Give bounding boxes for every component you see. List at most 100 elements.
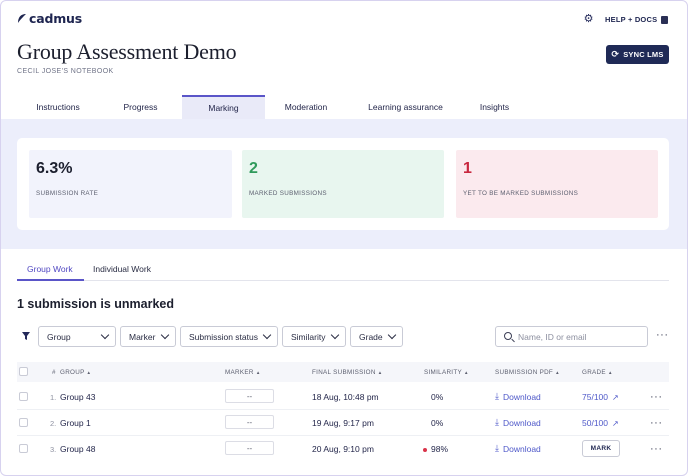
row-number: 1.	[50, 393, 57, 402]
cadmus-logo[interactable]: cadmus	[17, 11, 82, 26]
notebook-subtitle: CECIL JOSE'S NOTEBOOK	[17, 68, 114, 75]
tab-label: Learning assurance	[368, 102, 443, 112]
tab-marking[interactable]: Marking	[182, 95, 265, 119]
row-number: 3.	[50, 445, 57, 454]
download-icon: ⤓	[495, 391, 499, 401]
similarity-value[interactable]: 0%	[431, 392, 444, 402]
tab-moderation[interactable]: Moderation	[265, 95, 347, 119]
download-pdf-link[interactable]: ⤓ Download	[495, 391, 541, 402]
row-more-options-icon[interactable]: ···	[650, 391, 663, 403]
search-input[interactable]: Name, ID or email	[495, 326, 648, 347]
more-options-icon[interactable]: ···	[656, 329, 669, 341]
sort-icon: ▲	[463, 370, 469, 375]
group-filter-dropdown[interactable]: Group	[38, 326, 116, 347]
work-tabs: Group Work Individual Work	[17, 259, 669, 281]
similarity-value[interactable]: 98%	[431, 444, 449, 454]
final-submission-date: 18 Aug, 10:48 pm	[312, 392, 379, 402]
tab-label: Progress	[123, 102, 158, 112]
download-label: Download	[502, 443, 541, 454]
chevron-down-icon	[100, 330, 110, 340]
stat-label: SUBMISSION RATE	[36, 190, 99, 197]
chevron-down-icon	[262, 330, 272, 340]
grade-link[interactable]: 50/100 ↗	[582, 418, 619, 428]
row-checkbox[interactable]	[19, 444, 28, 453]
final-submission-date: 19 Aug, 9:17 pm	[312, 418, 374, 428]
group-name[interactable]: Group 48	[60, 444, 96, 454]
download-label: Download	[502, 417, 541, 428]
tab-instructions[interactable]: Instructions	[17, 95, 99, 119]
dropdown-label: Marker	[129, 331, 156, 342]
download-icon: ⤓	[495, 417, 499, 427]
row-more-options-icon[interactable]: ···	[650, 417, 663, 429]
similarity-warning-dot	[423, 448, 427, 452]
similarity-filter-dropdown[interactable]: Similarity	[282, 326, 346, 347]
chevron-down-icon	[330, 330, 340, 340]
tab-learning-assurance[interactable]: Learning assurance	[347, 95, 464, 119]
stat-value: 2	[249, 160, 258, 177]
stat-label: YET TO BE MARKED SUBMISSIONS	[463, 190, 579, 197]
tab-individual-work[interactable]: Individual Work	[93, 264, 151, 274]
download-pdf-link[interactable]: ⤓ Download	[495, 417, 541, 428]
marker-select[interactable]: --	[225, 415, 274, 429]
table-header	[17, 362, 669, 382]
row-checkbox[interactable]	[19, 418, 28, 427]
logo-text: cadmus	[29, 11, 82, 26]
page-title: Group Assessment Demo	[17, 39, 237, 64]
column-header-marker[interactable]: MARKER ▲	[225, 369, 261, 376]
submission-rate-stat: 6.3% SUBMISSION RATE	[29, 150, 232, 218]
dropdown-label: Group	[47, 331, 71, 342]
cadmus-leaf-icon	[18, 14, 26, 23]
main-tabs: Instructions Progress Marking Moderation…	[17, 95, 525, 119]
book-icon	[661, 15, 669, 24]
external-link-icon: ↗	[612, 418, 619, 428]
sort-icon: ▲	[377, 370, 383, 375]
dropdown-label: Similarity	[291, 331, 326, 342]
stat-value: 6.3%	[36, 160, 73, 177]
column-header-label: GROUP	[60, 369, 85, 376]
row-more-options-icon[interactable]: ···	[650, 443, 663, 455]
tab-group-work[interactable]: Group Work	[27, 264, 73, 274]
filter-icon[interactable]	[22, 332, 30, 340]
tab-progress[interactable]: Progress	[99, 95, 182, 119]
section-title: 1 submission is unmarked	[17, 297, 174, 311]
download-icon: ⤓	[495, 443, 499, 453]
column-header-similarity[interactable]: SIMILARITY ▲	[424, 369, 469, 376]
search-icon	[504, 332, 512, 340]
dropdown-label: Submission status	[189, 331, 258, 342]
sort-icon: ▲	[607, 370, 613, 375]
grade-filter-dropdown[interactable]: Grade	[350, 326, 403, 347]
marker-select[interactable]: --	[225, 441, 274, 455]
marker-filter-dropdown[interactable]: Marker	[120, 326, 176, 347]
group-name[interactable]: Group 1	[60, 418, 91, 428]
select-all-checkbox[interactable]	[19, 367, 28, 376]
gear-icon[interactable]: ⚙	[583, 13, 594, 25]
submission-status-filter-dropdown[interactable]: Submission status	[180, 326, 278, 347]
final-submission-date: 20 Aug, 9:10 pm	[312, 444, 374, 454]
chevron-down-icon	[387, 330, 397, 340]
sync-lms-button[interactable]: ⟳ SYNC LMS	[606, 45, 669, 64]
column-header-final-submission[interactable]: FINAL SUBMISSION ▲	[312, 369, 383, 376]
column-header-group[interactable]: GROUP ▲	[60, 369, 91, 376]
column-header-submission-pdf[interactable]: SUBMISSION PDF ▲	[495, 369, 560, 376]
column-header-number: #	[52, 369, 56, 376]
tab-label: Marking	[208, 103, 239, 113]
marker-select[interactable]: --	[225, 389, 274, 403]
row-number: 2.	[50, 419, 57, 428]
similarity-value[interactable]: 0%	[431, 418, 444, 428]
tab-insights[interactable]: Insights	[464, 95, 525, 119]
download-label: Download	[502, 391, 541, 402]
help-docs-link[interactable]: HELP + DOCS	[605, 15, 669, 24]
group-name[interactable]: Group 43	[60, 392, 96, 402]
column-header-label: GRADE	[582, 369, 606, 376]
sort-icon: ▲	[255, 370, 261, 375]
column-header-grade[interactable]: GRADE ▲	[582, 369, 613, 376]
row-checkbox[interactable]	[19, 392, 28, 401]
column-header-label: FINAL SUBMISSION	[312, 369, 376, 376]
grade-link[interactable]: 75/100 ↗	[582, 392, 619, 402]
mark-button[interactable]: MARK	[582, 440, 620, 457]
column-header-label: SIMILARITY	[424, 369, 462, 376]
download-pdf-link[interactable]: ⤓ Download	[495, 443, 541, 454]
dropdown-label: Grade	[359, 331, 383, 342]
search-placeholder: Name, ID or email	[518, 331, 587, 342]
